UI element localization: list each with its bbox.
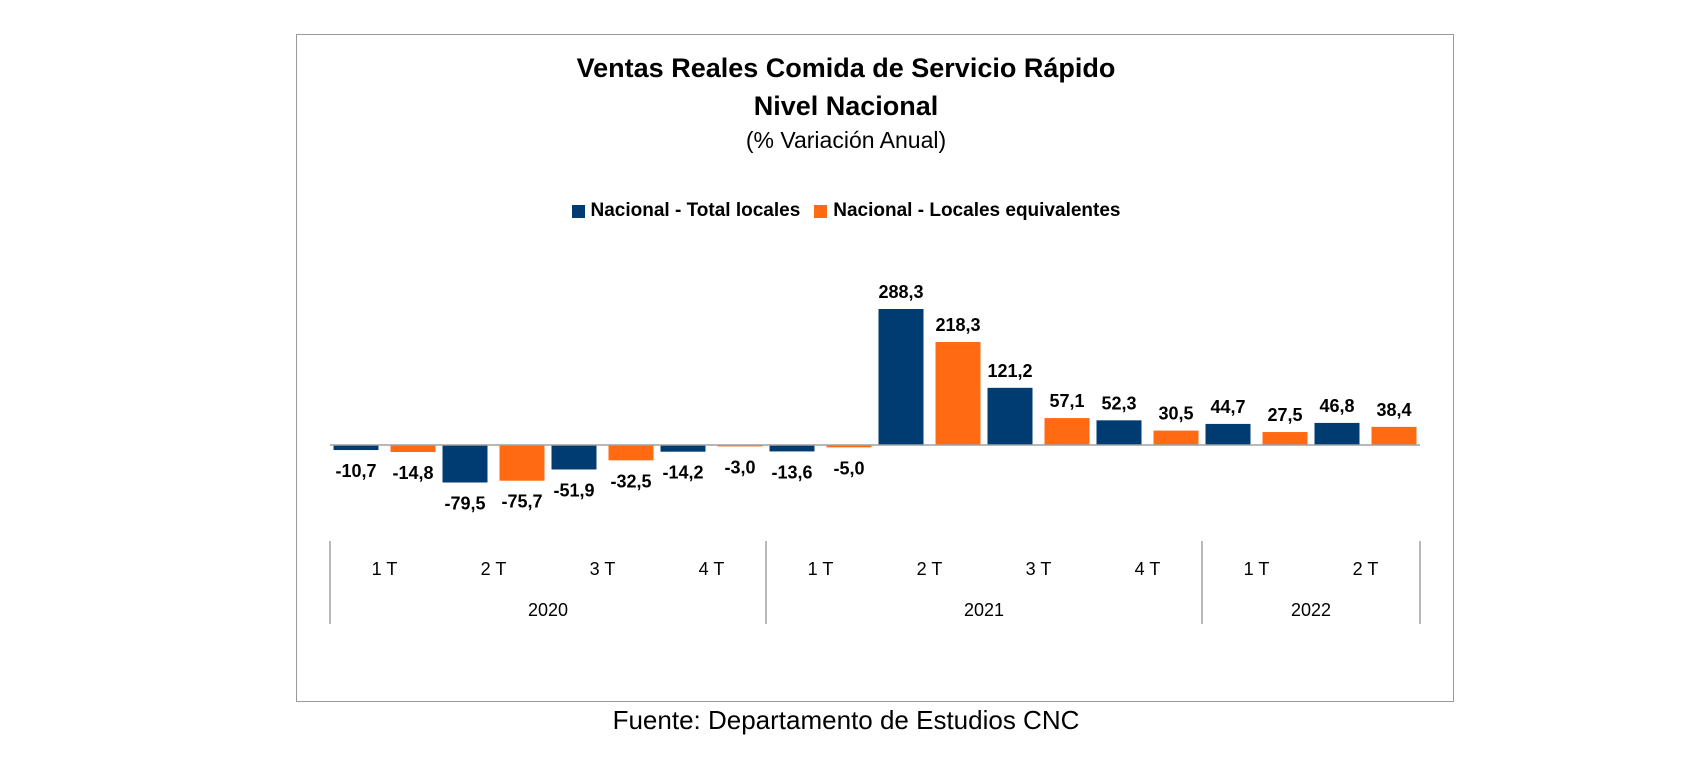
x-tick-label-2: 3 T [590, 559, 616, 579]
legend-label-total: Nacional - Total locales [590, 200, 801, 221]
chart-legend: Nacional - Total locales Nacional - Loca… [0, 199, 1692, 223]
x-group-label-2022: 2022 [1291, 600, 1331, 620]
chart-title-line2: Nivel Nacional [753, 91, 939, 121]
data-label-equivalentes-7: 30,5 [1158, 404, 1193, 424]
chart-frame [296, 34, 1454, 702]
bar-equivalentes-6 [1044, 418, 1090, 445]
x-group-label-2020: 2020 [528, 600, 568, 620]
data-label-equivalentes-1: -75,7 [501, 492, 542, 512]
x-tick-label-8: 1 T [1244, 559, 1270, 579]
bar-total-4 [769, 445, 815, 452]
data-label-total-4: -13,6 [771, 462, 812, 482]
x-tick-label-6: 3 T [1026, 559, 1052, 579]
chart-subtitle: (% Variación Anual) [745, 127, 947, 153]
data-label-equivalentes-2: -32,5 [610, 471, 651, 491]
x-tick-label-0: 1 T [372, 559, 398, 579]
bar-total-7 [1096, 420, 1142, 445]
legend-swatch-equivalentes [814, 204, 828, 218]
data-label-total-8: 44,7 [1210, 397, 1245, 417]
data-label-equivalentes-8: 27,5 [1267, 405, 1302, 425]
x-group-label-2021: 2021 [964, 600, 1004, 620]
data-label-total-9: 46,8 [1319, 396, 1354, 416]
data-label-total-2: -51,9 [553, 480, 594, 500]
bar-equivalentes-1 [499, 445, 545, 481]
bar-equivalentes-9 [1371, 426, 1417, 445]
bar-total-8 [1205, 423, 1251, 445]
data-label-total-0: -10,7 [335, 461, 376, 481]
bar-equivalentes-2 [608, 445, 654, 461]
legend-item-total: Nacional - Total locales [571, 199, 801, 223]
data-label-total-3: -14,2 [662, 463, 703, 483]
bar-total-5 [878, 309, 924, 445]
legend-label-equivalentes: Nacional - Locales equivalentes [833, 200, 1121, 221]
bar-total-1 [442, 445, 488, 483]
x-tick-label-5: 2 T [917, 559, 943, 579]
x-tick-label-4: 1 T [808, 559, 834, 579]
bar-equivalentes-0 [390, 445, 436, 452]
data-label-equivalentes-6: 57,1 [1049, 391, 1084, 411]
source-note: Fuente: Departamento de Estudios CNC [612, 705, 1080, 735]
data-label-equivalentes-5: 218,3 [935, 315, 980, 335]
bar-equivalentes-4 [826, 445, 872, 448]
bar-equivalentes-5 [935, 342, 981, 445]
chart-title: Ventas Reales Comida de Servicio Rápido [576, 53, 1116, 83]
bar-total-3 [660, 445, 706, 452]
x-tick-label-3: 4 T [699, 559, 725, 579]
data-label-equivalentes-4: -5,0 [833, 458, 864, 478]
data-label-total-5: 288,3 [878, 282, 923, 302]
bar-equivalentes-7 [1153, 430, 1199, 445]
data-label-equivalentes-3: -3,0 [724, 457, 755, 477]
x-tick-label-7: 4 T [1135, 559, 1161, 579]
data-label-total-1: -79,5 [444, 494, 485, 514]
x-tick-label-9: 2 T [1353, 559, 1379, 579]
bar-total-6 [987, 387, 1033, 445]
legend-swatch-total [571, 204, 585, 218]
data-label-equivalentes-9: 38,4 [1376, 400, 1411, 420]
bar-equivalentes-8 [1262, 432, 1308, 445]
bar-total-2 [551, 445, 597, 470]
data-label-total-6: 121,2 [987, 361, 1032, 381]
bar-total-9 [1314, 422, 1360, 445]
x-tick-label-1: 2 T [481, 559, 507, 579]
legend-item-equivalentes: Nacional - Locales equivalentes [814, 199, 1120, 223]
data-label-total-7: 52,3 [1101, 393, 1136, 413]
data-label-equivalentes-0: -14,8 [392, 463, 433, 483]
bar-total-0 [333, 445, 379, 451]
